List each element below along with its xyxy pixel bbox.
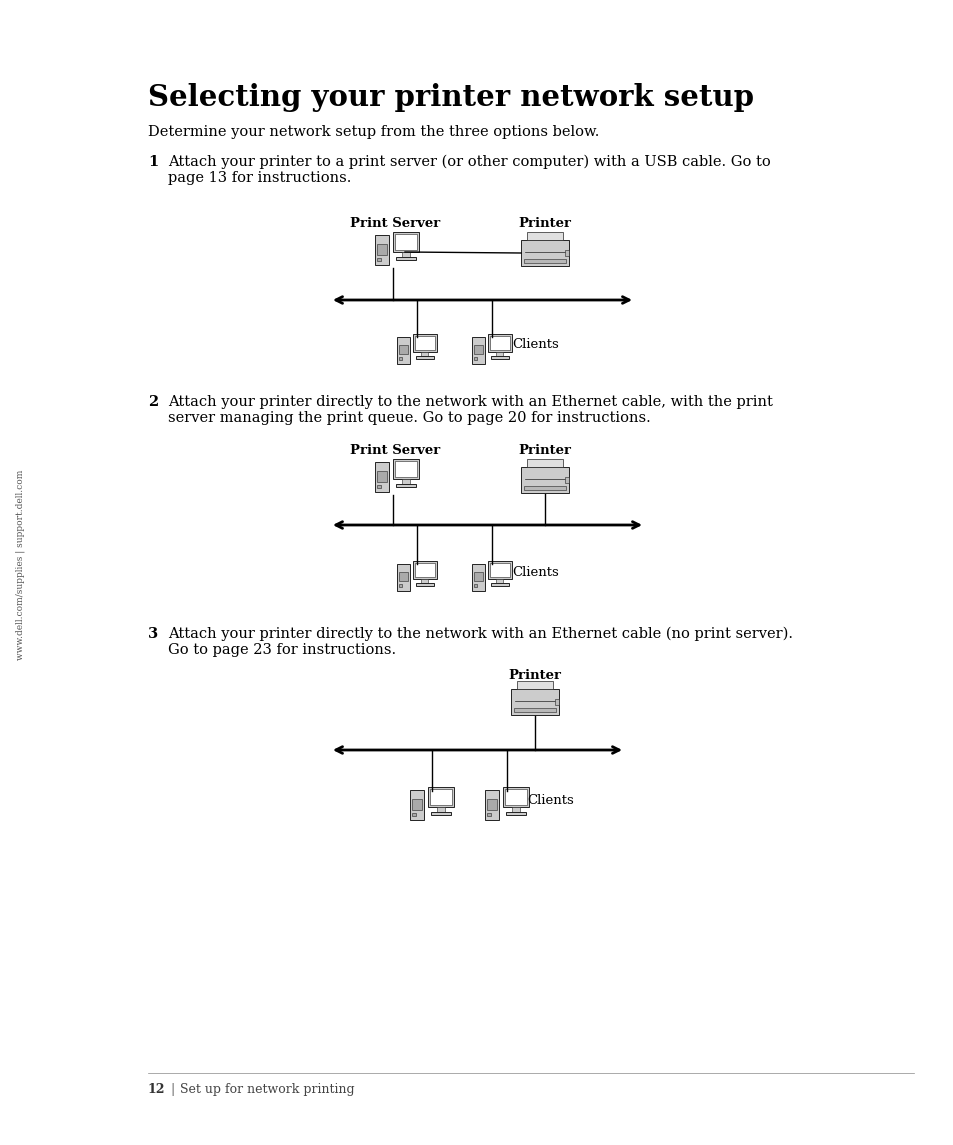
Bar xyxy=(474,584,476,587)
Bar xyxy=(484,790,498,820)
Bar xyxy=(431,812,451,815)
Bar xyxy=(393,232,418,252)
Bar xyxy=(398,357,402,360)
Text: Printer: Printer xyxy=(508,669,561,682)
Bar xyxy=(472,563,484,591)
Bar xyxy=(412,799,421,810)
Text: Printer: Printer xyxy=(518,444,571,457)
Bar xyxy=(428,787,454,807)
Bar xyxy=(488,334,511,352)
Bar xyxy=(376,258,380,261)
Bar xyxy=(396,337,409,363)
Bar xyxy=(412,813,416,816)
Text: 12: 12 xyxy=(148,1083,165,1096)
Bar xyxy=(511,689,558,714)
Text: www.dell.com/supplies | support.dell.com: www.dell.com/supplies | support.dell.com xyxy=(15,469,25,661)
Bar xyxy=(523,485,565,490)
Bar xyxy=(472,337,484,363)
Bar xyxy=(376,244,387,254)
Bar xyxy=(514,708,556,712)
Bar xyxy=(502,787,529,807)
Text: Set up for network printing: Set up for network printing xyxy=(180,1083,355,1096)
Bar xyxy=(415,335,435,350)
Bar xyxy=(491,583,508,586)
Bar xyxy=(398,345,407,354)
Bar xyxy=(564,477,568,483)
Bar xyxy=(474,357,476,360)
Text: 2: 2 xyxy=(148,395,158,409)
Bar xyxy=(413,334,436,352)
Bar xyxy=(496,352,503,356)
Bar xyxy=(512,807,519,812)
Text: server managing the print queue. Go to page 20 for instructions.: server managing the print queue. Go to p… xyxy=(168,411,650,425)
Bar xyxy=(526,459,562,467)
Bar xyxy=(401,252,410,256)
Text: Go to page 23 for instructions.: Go to page 23 for instructions. xyxy=(168,643,395,657)
Bar xyxy=(415,562,435,577)
Bar xyxy=(486,813,491,816)
Text: Attach your printer directly to the network with an Ethernet cable (no print ser: Attach your printer directly to the netw… xyxy=(168,627,792,641)
Bar xyxy=(376,471,387,482)
Bar xyxy=(413,561,436,579)
Bar xyxy=(393,459,418,479)
Text: Clients: Clients xyxy=(512,566,558,578)
Text: Print Server: Print Server xyxy=(350,218,439,230)
Bar xyxy=(395,256,416,260)
Text: page 13 for instructions.: page 13 for instructions. xyxy=(168,171,351,185)
Bar xyxy=(490,562,509,577)
Bar xyxy=(430,789,452,805)
Bar xyxy=(395,234,416,250)
Text: Selecting your printer network setup: Selecting your printer network setup xyxy=(148,82,753,112)
Text: Attach your printer directly to the network with an Ethernet cable, with the pri: Attach your printer directly to the netw… xyxy=(168,395,772,409)
Bar xyxy=(491,356,508,360)
Bar xyxy=(396,563,409,591)
Bar xyxy=(395,461,416,477)
Text: Print Server: Print Server xyxy=(350,444,439,457)
Bar xyxy=(504,789,526,805)
Text: |: | xyxy=(170,1083,174,1096)
Bar xyxy=(520,467,568,493)
Bar xyxy=(488,561,511,579)
Text: Determine your network setup from the three options below.: Determine your network setup from the th… xyxy=(148,125,598,139)
Text: Printer: Printer xyxy=(518,218,571,230)
Bar xyxy=(375,235,389,264)
Bar xyxy=(505,812,525,815)
Bar xyxy=(555,698,558,705)
Bar xyxy=(564,250,568,256)
Bar xyxy=(517,681,553,689)
Bar xyxy=(416,356,434,360)
Bar xyxy=(410,790,423,820)
Bar xyxy=(474,571,482,581)
Bar xyxy=(401,479,410,484)
Text: Clients: Clients xyxy=(526,793,573,806)
Bar xyxy=(395,484,416,487)
Bar xyxy=(526,232,562,240)
Bar xyxy=(375,461,389,492)
Bar xyxy=(398,571,407,581)
Bar xyxy=(416,583,434,586)
Bar xyxy=(421,579,428,583)
Bar xyxy=(520,240,568,266)
Bar xyxy=(421,352,428,356)
Bar xyxy=(398,584,402,587)
Text: Clients: Clients xyxy=(512,339,558,352)
Bar xyxy=(523,259,565,263)
Bar xyxy=(486,799,497,810)
Bar xyxy=(490,335,509,350)
Bar xyxy=(496,579,503,583)
Bar xyxy=(474,345,482,354)
Text: 1: 1 xyxy=(148,155,158,169)
Bar xyxy=(376,485,380,488)
Text: 3: 3 xyxy=(148,627,158,641)
Bar xyxy=(436,807,444,812)
Text: Attach your printer to a print server (or other computer) with a USB cable. Go t: Attach your printer to a print server (o… xyxy=(168,155,770,169)
